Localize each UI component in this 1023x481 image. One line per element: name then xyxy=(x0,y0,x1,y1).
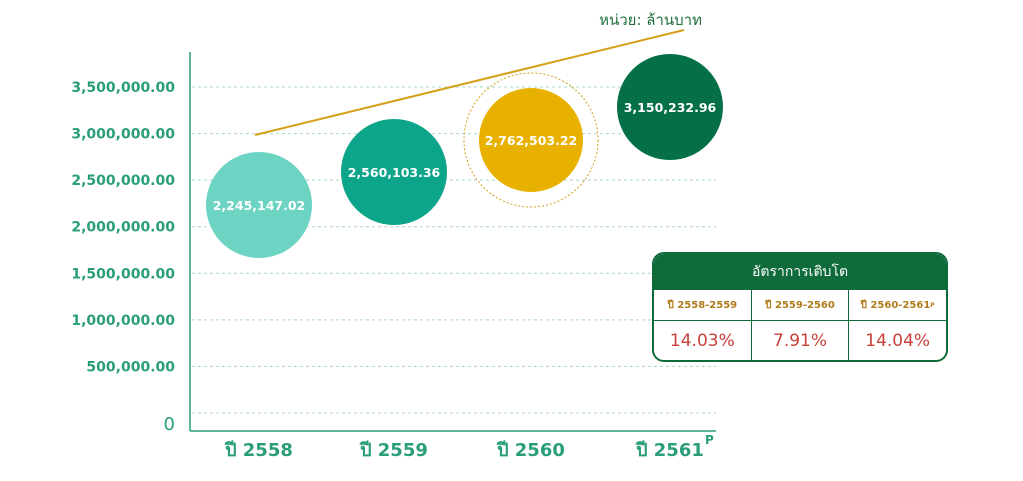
bubble-value-label: 2,245,147.02 xyxy=(213,198,306,213)
growth-rate-table: อัตราการเติบโต ปี 2558-2559 ปี 2559-2560… xyxy=(652,252,948,362)
y-tick-label: 2,000,000.00 xyxy=(71,220,175,236)
period-cell-1: ปี 2558-2559 xyxy=(654,290,752,321)
rate-row: 14.03% 7.91% 14.04% xyxy=(654,321,946,360)
period-cell-3: ปี 2560-2561 P xyxy=(849,290,946,321)
unit-label: หน่วย: ล้านบาท xyxy=(599,11,702,29)
period-row: ปี 2558-2559 ปี 2559-2560 ปี 2560-2561 P xyxy=(654,290,946,321)
bubble xyxy=(206,152,312,258)
y-tick-label: 2,500,000.00 xyxy=(71,173,175,189)
y-tick-label: 500,000.00 xyxy=(86,359,175,375)
rate-cell-3: 14.04% xyxy=(865,330,931,351)
x-axis-ticks: ปี 2558 ปี 2559 ปี 2560 ปี 2561 P xyxy=(224,433,714,461)
trend-line xyxy=(254,29,685,136)
bubble-value-label: 3,150,232.96 xyxy=(624,100,717,115)
y-axis-ticks: 0 500,000.00 1,000,000.00 1,500,000.00 2,000… xyxy=(71,80,175,435)
y-tick-label: 1,500,000.00 xyxy=(71,266,175,282)
y-tick-label: 3,500,000.00 xyxy=(71,80,175,96)
rate-cell-1: 14.03% xyxy=(654,321,752,360)
bubble xyxy=(479,88,583,192)
bubble-value-label: 2,560,103.36 xyxy=(348,165,441,180)
bubble-value-label: 2,762,503.22 xyxy=(485,133,578,148)
growth-rate-title: อัตราการเติบโต xyxy=(654,254,946,290)
bubble xyxy=(617,54,723,160)
y-tick-label: 0 xyxy=(164,414,175,435)
x-tick-label: ปี 2558 xyxy=(224,440,293,461)
y-tick-label: 1,000,000.00 xyxy=(71,313,175,329)
rate-cell-2: 7.91% xyxy=(752,321,850,360)
period-cell-2: ปี 2559-2560 xyxy=(751,290,850,321)
x-tick-label: ปี 2560 xyxy=(496,440,565,461)
bubble xyxy=(341,119,447,225)
x-tick-superscript: P xyxy=(705,433,714,447)
x-tick-label: ปี 2561 xyxy=(635,440,704,461)
x-tick-label: ปี 2559 xyxy=(359,440,428,461)
y-tick-label: 3,000,000.00 xyxy=(71,127,175,143)
highlight-ring xyxy=(463,72,599,208)
bubbles: 2,245,147.02 2,560,103.36 2,762,503.22 3,15… xyxy=(206,54,723,258)
